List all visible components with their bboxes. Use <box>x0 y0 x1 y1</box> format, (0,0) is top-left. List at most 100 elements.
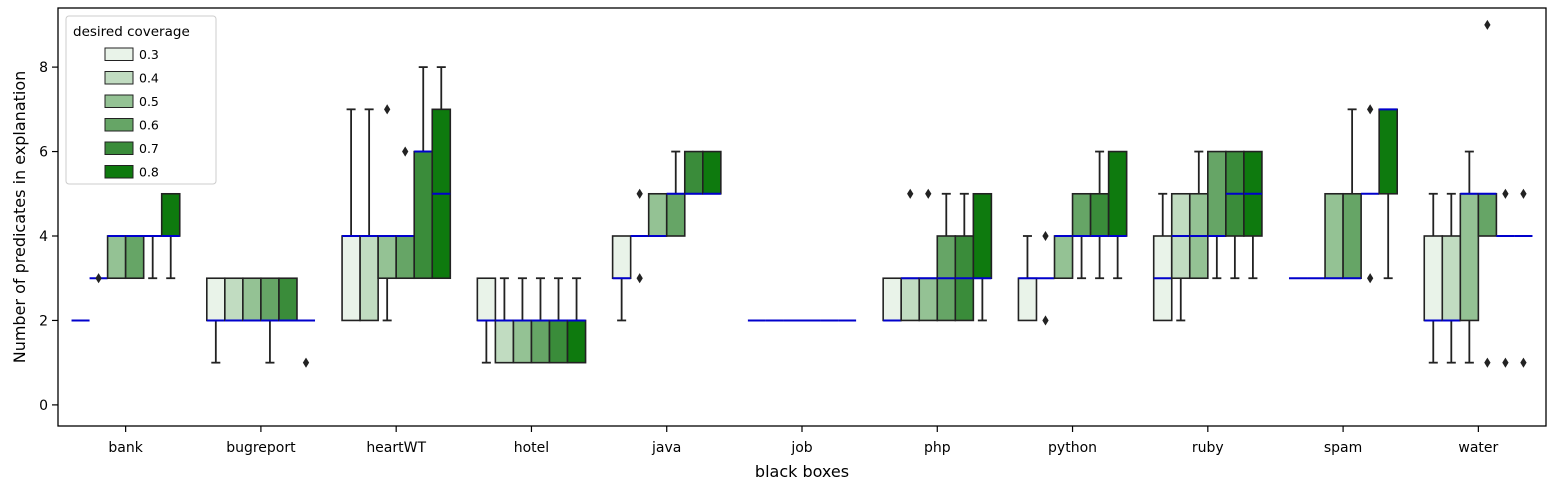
box-body <box>1053 235 1074 280</box>
box-group <box>1225 150 1245 280</box>
box-body <box>512 319 533 364</box>
box-group <box>972 192 993 322</box>
x-tick-label: spam <box>1324 440 1362 456</box>
box-body <box>665 192 686 237</box>
outlier-point <box>384 104 391 115</box>
legend-swatch <box>104 94 134 108</box>
outlier-point <box>1484 19 1491 30</box>
box-group <box>954 192 975 322</box>
outlier-point <box>925 188 932 199</box>
box-group <box>413 66 434 280</box>
box-group <box>278 277 298 322</box>
box-group <box>665 150 686 237</box>
box-group <box>89 273 108 284</box>
x-tick-label: ruby <box>1192 440 1224 456</box>
box-group <box>1017 235 1038 322</box>
box-group <box>1188 150 1209 280</box>
y-tick-label: 8 <box>39 60 48 76</box>
plot-frame <box>57 7 1547 427</box>
outlier-point <box>907 188 914 199</box>
box-body <box>242 277 262 322</box>
box-body <box>260 277 280 322</box>
box-body <box>1089 192 1110 237</box>
box-group <box>1207 150 1227 280</box>
outlier-point <box>1366 104 1374 115</box>
box-body <box>359 235 379 322</box>
box-group <box>296 319 316 368</box>
box-body <box>918 277 939 322</box>
box-group <box>1036 230 1055 326</box>
x-tick-label: bank <box>108 440 143 456</box>
box-body <box>1071 192 1092 237</box>
box-body <box>611 235 632 280</box>
box-group <box>548 277 569 364</box>
legend-label: 0.4 <box>139 71 159 86</box>
box-group <box>530 277 551 364</box>
box-group <box>106 235 127 280</box>
box-group <box>395 146 416 280</box>
legend-swatch <box>104 71 134 85</box>
box-body <box>1107 150 1128 237</box>
box-body <box>341 235 361 322</box>
box-body <box>1423 235 1444 322</box>
box-body <box>530 319 551 364</box>
box-group <box>260 277 280 364</box>
box-group <box>143 235 162 280</box>
box-body <box>377 235 397 280</box>
legend-label: 0.3 <box>139 47 159 62</box>
outlier-point <box>95 273 102 284</box>
box-body <box>647 192 668 237</box>
box-group <box>494 277 515 364</box>
legend-label: 0.5 <box>139 94 159 109</box>
box-group <box>1324 192 1344 280</box>
box-group <box>206 277 226 364</box>
box-body <box>160 192 181 237</box>
box-body <box>476 277 497 322</box>
box-group <box>377 104 397 322</box>
box-body <box>1017 277 1038 322</box>
box-body <box>972 192 993 280</box>
legend-label: 0.7 <box>139 141 159 156</box>
box-group <box>1496 188 1515 368</box>
legend-frame <box>65 15 217 185</box>
box-group <box>1107 150 1128 280</box>
x-tick-label: heartWT <box>366 440 426 456</box>
outlier-point <box>1042 315 1049 326</box>
box-group <box>476 277 497 364</box>
outlier-point <box>302 357 310 368</box>
outlier-point <box>1366 273 1374 284</box>
outlier-point <box>402 146 409 157</box>
x-axis-title: black boxes <box>755 462 849 481</box>
x-tick-label: bugreport <box>226 440 296 456</box>
box-body <box>566 319 587 364</box>
box-group <box>1361 104 1380 284</box>
box-group <box>1378 108 1399 280</box>
box-group <box>1441 192 1462 364</box>
box-group <box>900 188 921 322</box>
plot-area <box>71 19 1533 368</box>
box-group <box>224 277 244 322</box>
box-group <box>1243 150 1263 280</box>
box-body <box>701 150 722 195</box>
box-group <box>630 188 649 284</box>
y-tick-label: 4 <box>39 229 48 245</box>
x-tick-label: job <box>790 440 812 456</box>
box-group <box>882 277 902 322</box>
outlier-point <box>1484 357 1491 368</box>
box-body <box>1459 192 1480 322</box>
box-group <box>341 108 361 322</box>
box-group <box>683 150 704 195</box>
y-tick-label: 6 <box>39 145 48 161</box>
box-body <box>548 319 569 364</box>
box-body <box>1342 192 1362 280</box>
y-tick-label: 0 <box>39 398 48 414</box>
outlier-point <box>1502 188 1509 199</box>
box-group <box>431 66 452 280</box>
box-body <box>413 150 434 280</box>
box-group <box>918 188 939 322</box>
outlier-point <box>1520 188 1527 199</box>
box-body <box>224 277 244 322</box>
y-axis-title: Number of predicates in explanation <box>10 71 29 364</box>
x-tick-label: java <box>651 440 681 456</box>
